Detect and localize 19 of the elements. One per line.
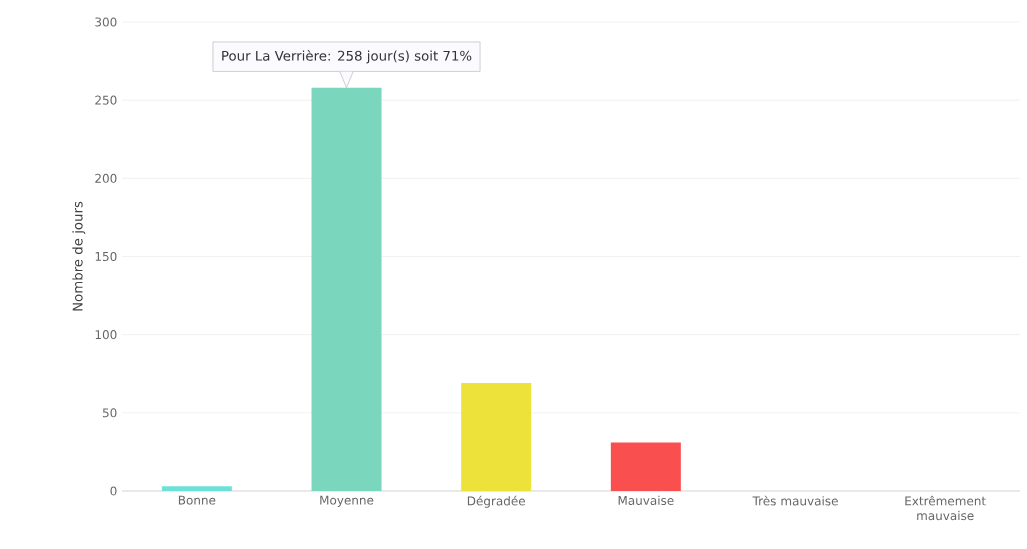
x-tick-label: Très mauvaise: [752, 495, 838, 506]
annotation: Pour La Verrière: 258 jour(s) soit 71%: [222, 49, 472, 64]
x-tick-label: Extrêmement mauvaise: [905, 495, 986, 521]
y-tick-label: 0: [110, 486, 117, 496]
y-axis-title: Nombre de jours: [72, 201, 86, 311]
x-tick-label: Moyenne: [320, 495, 374, 507]
y-tick-label: 250: [95, 95, 117, 105]
y-tick-label: 300: [95, 17, 117, 27]
bar: [461, 383, 532, 491]
x-tick-label: Mauvaise: [618, 495, 674, 505]
bar: [311, 87, 382, 491]
bar: [610, 442, 681, 491]
y-tick-label: 150: [95, 251, 117, 262]
y-tick-label: 50: [102, 408, 117, 418]
bar: [161, 486, 232, 491]
x-tick-label: Dégradée: [467, 495, 525, 508]
y-tick-label: 100: [95, 330, 117, 340]
y-tick-label: 200: [95, 173, 117, 183]
x-tick-label: Bonne: [178, 495, 216, 505]
